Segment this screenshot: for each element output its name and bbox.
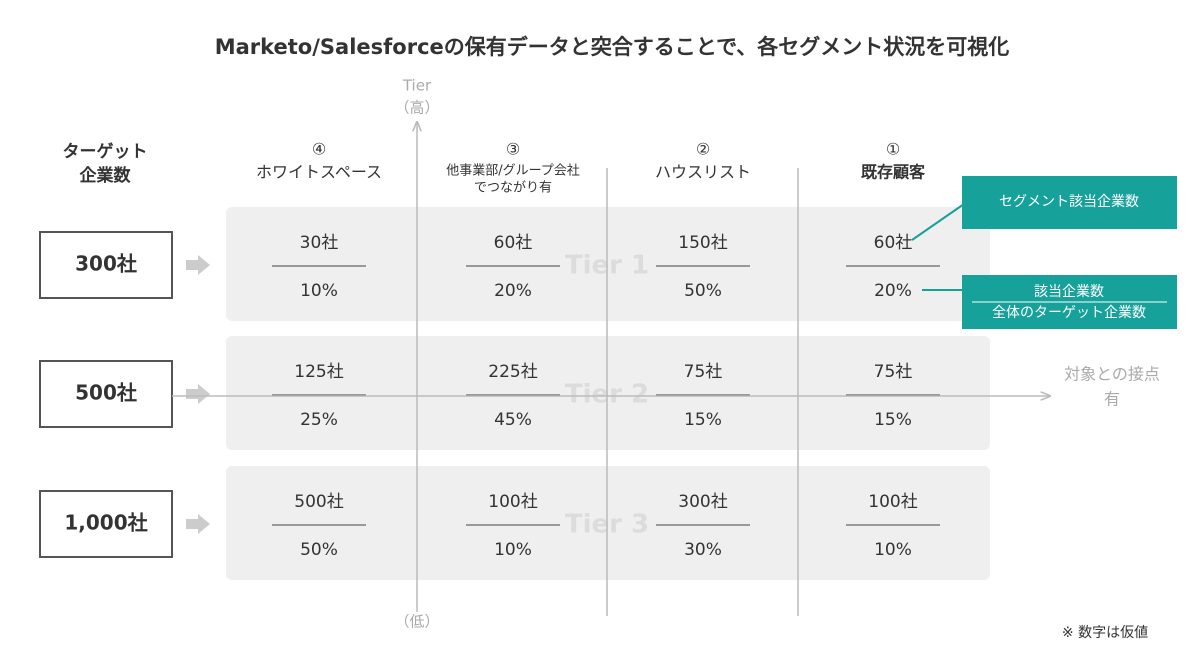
column-number: ②: [696, 140, 710, 159]
cell-count: 75社: [874, 362, 913, 382]
cell-count: 75社: [684, 362, 723, 382]
column-number: ①: [886, 140, 900, 159]
title: Marketo/Salesforceの保有データと突合することで、各セグメント状…: [215, 35, 1010, 59]
cell-count: 30社: [300, 233, 339, 253]
target-count: 1,000社: [64, 511, 147, 535]
arrow: [186, 384, 210, 404]
callout-text: 該当企業数: [1034, 284, 1104, 300]
cell-share: 25%: [300, 410, 338, 430]
arrow: [186, 514, 210, 534]
column-label: 他事業部/グループ会社: [446, 163, 580, 179]
cell-share: 15%: [684, 410, 722, 430]
cell-count: 100社: [868, 492, 917, 512]
cell-count: 60社: [494, 233, 533, 253]
column-label: ハウスリスト: [655, 163, 751, 182]
target-count: 300社: [75, 252, 137, 276]
cell-share: 50%: [300, 540, 338, 560]
cell-count: 500社: [294, 492, 343, 512]
callout-connector: [911, 203, 965, 241]
cell-share: 10%: [300, 281, 338, 301]
cell-share: 15%: [874, 410, 912, 430]
x-axis-label: 有: [1104, 390, 1120, 409]
column-label: ホワイトスペース: [256, 163, 382, 182]
target-header: 企業数: [80, 165, 132, 186]
cell-share: 20%: [874, 281, 912, 301]
column-number: ④: [312, 140, 326, 159]
target-box: [39, 360, 173, 428]
target-box: [39, 231, 173, 299]
cell-count: 100社: [488, 492, 537, 512]
target-header: ターゲット: [63, 141, 148, 162]
y-axis-low: （低）: [394, 613, 439, 631]
column-label: でつながり有: [474, 181, 552, 196]
cell-share: 45%: [494, 410, 532, 430]
x-axis-label: 対象との接点: [1064, 365, 1160, 384]
cell-share: 10%: [494, 540, 532, 560]
y-axis-high: （高）: [394, 99, 439, 117]
cell-share: 50%: [684, 281, 722, 301]
column-label: 既存顧客: [861, 163, 925, 182]
cell-count: 60社: [874, 233, 913, 253]
cell-count: 225社: [488, 362, 537, 382]
y-axis-label: Tier: [402, 77, 432, 95]
cell-count: 150社: [678, 233, 727, 253]
target-count: 500社: [75, 381, 137, 405]
matrix: Tier 1300社30社10%60社20%150社50%60社20%Tier …: [39, 207, 990, 580]
cell-count: 125社: [294, 362, 343, 382]
cell-count: 300社: [678, 492, 727, 512]
note: ※ 数字は仮値: [1062, 625, 1148, 641]
cell-share: 20%: [494, 281, 532, 301]
callout-text: セグメント該当企業数: [999, 194, 1139, 210]
callout-box: [962, 176, 1177, 229]
target-box: [39, 490, 173, 558]
callout-text: 全体のターゲット企業数: [992, 305, 1146, 321]
arrow: [186, 255, 210, 275]
column-number: ③: [506, 140, 520, 159]
cell-share: 30%: [684, 540, 722, 560]
cell-share: 10%: [874, 540, 912, 560]
